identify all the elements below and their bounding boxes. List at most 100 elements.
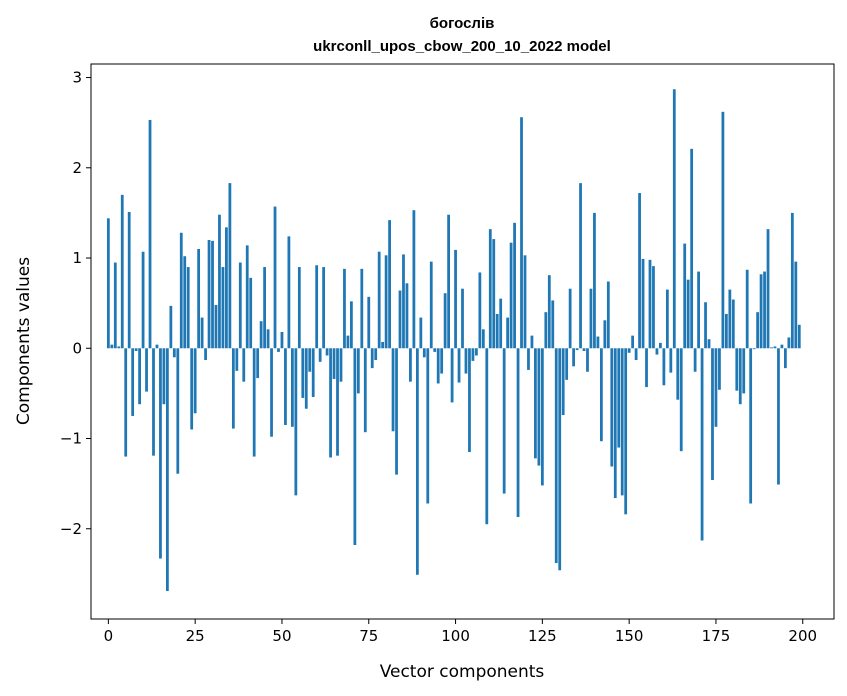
bar-180 (731, 299, 735, 349)
bar-104 (468, 348, 471, 453)
bar-178 (724, 313, 728, 349)
bar-66 (336, 348, 339, 456)
bar-141 (596, 336, 600, 349)
bar-72 (356, 348, 360, 394)
bar-70 (350, 301, 353, 349)
bar-140 (593, 212, 596, 349)
bar-195 (784, 348, 787, 369)
bar-110 (488, 229, 492, 349)
bar-145 (610, 348, 614, 467)
bar-85 (402, 254, 405, 349)
bar-33 (221, 267, 225, 349)
bar-119 (520, 117, 523, 349)
bar-79 (381, 341, 385, 349)
bar-19 (172, 348, 176, 358)
bar-80 (384, 255, 388, 349)
bar-26 (197, 249, 201, 349)
bar-13 (152, 348, 155, 456)
bar-35 (228, 183, 232, 349)
bar-152 (634, 348, 638, 360)
bar-51 (284, 348, 287, 425)
bar-82 (391, 348, 395, 432)
x-tick-label: 0 (104, 627, 114, 645)
bar-149 (624, 348, 628, 515)
bar-50 (280, 332, 284, 349)
bar-16 (162, 348, 166, 405)
bar-107 (478, 272, 482, 349)
bar-181 (735, 348, 739, 391)
bar-193 (777, 348, 780, 485)
bar-157 (652, 266, 655, 349)
bar-89 (415, 348, 419, 575)
bar-76 (370, 348, 374, 369)
bar-57 (304, 348, 308, 409)
bar-11 (145, 348, 148, 392)
bar-176 (718, 348, 721, 390)
chart-title-line1: богослів (430, 15, 495, 32)
bar-88 (412, 210, 416, 349)
bar-153 (638, 193, 641, 349)
bar-148 (620, 348, 624, 496)
bar-154 (641, 258, 645, 349)
bar-130 (558, 348, 562, 571)
bar-114 (502, 348, 506, 494)
bar-40 (245, 245, 249, 349)
bar-37 (235, 348, 239, 371)
bar-183 (742, 348, 746, 394)
bar-191 (770, 347, 773, 349)
bar-44 (259, 321, 263, 349)
bar-86 (405, 283, 409, 349)
bar-4 (120, 194, 124, 349)
bar-39 (242, 348, 246, 382)
bar-34 (225, 227, 228, 349)
bar-67 (339, 348, 343, 382)
bar-165 (679, 348, 683, 452)
bar-182 (738, 348, 742, 405)
bar-144 (606, 281, 610, 349)
x-tick-label: 125 (528, 627, 557, 645)
bar-18 (169, 305, 173, 349)
bar-29 (207, 239, 211, 349)
bar-102 (461, 288, 464, 349)
bar-99 (450, 348, 454, 403)
bar-137 (582, 348, 586, 351)
x-tick-label: 50 (272, 627, 291, 645)
plot-frame (90, 63, 835, 620)
bar-109 (485, 348, 489, 525)
bar-129 (554, 348, 558, 564)
bar-55 (297, 267, 301, 349)
bar-112 (495, 313, 499, 349)
bar-20 (176, 348, 180, 474)
bar-49 (277, 348, 280, 352)
bar-115 (506, 317, 510, 349)
bar-111 (492, 239, 496, 349)
bar-31 (214, 304, 218, 349)
bar-59 (311, 348, 315, 397)
bar-15 (159, 348, 162, 559)
bar-131 (561, 348, 565, 416)
bar-192 (773, 346, 777, 349)
bar-127 (547, 275, 551, 349)
bar-97 (443, 293, 447, 349)
bar-46 (266, 329, 270, 349)
bar-91 (422, 348, 426, 358)
bar-8 (134, 348, 138, 351)
bar-63 (325, 348, 329, 356)
bar-190 (766, 229, 770, 349)
bar-21 (179, 232, 183, 349)
bar-124 (537, 348, 541, 466)
bar-90 (419, 317, 423, 349)
bar-120 (523, 255, 527, 349)
bar-135 (575, 348, 579, 351)
bar-174 (711, 348, 714, 481)
bar-30 (211, 240, 214, 349)
x-tick-label: 100 (441, 627, 470, 645)
y-tick-label: −1 (60, 430, 82, 448)
bar-38 (238, 262, 242, 349)
bar-7 (131, 348, 135, 416)
bar-105 (471, 348, 475, 361)
bar-42 (252, 348, 256, 457)
bar-36 (231, 348, 235, 429)
axes: 0 25 50 75 100 125 150 175 200 −2 −1 0 1 2 3 (60, 69, 817, 645)
bar-65 (332, 348, 336, 379)
